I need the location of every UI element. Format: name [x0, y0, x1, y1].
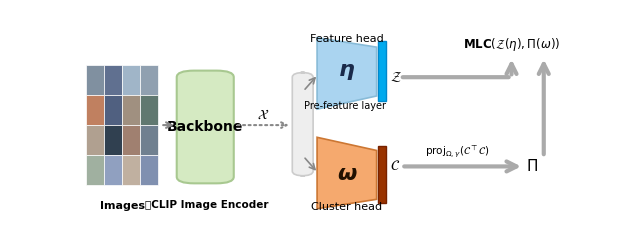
Text: Feature head: Feature head [310, 34, 384, 44]
Bar [86, 95, 104, 125]
Text: Images: Images [100, 201, 145, 211]
Text: Cluster head: Cluster head [311, 203, 383, 213]
Polygon shape [317, 137, 376, 209]
Bar [378, 41, 385, 101]
Bar [86, 125, 104, 155]
Text: $\Pi$: $\Pi$ [526, 158, 538, 174]
Bar [104, 125, 122, 155]
Bar [378, 146, 385, 203]
FancyBboxPatch shape [177, 71, 234, 183]
Bar [104, 65, 122, 95]
Bar [104, 95, 122, 125]
Text: $\mathcal{Z}$: $\mathcal{Z}$ [390, 70, 402, 84]
Text: Backbone: Backbone [167, 120, 243, 134]
Text: $\boldsymbol{\omega}$: $\boldsymbol{\omega}$ [337, 164, 357, 184]
Bar [140, 65, 158, 95]
FancyBboxPatch shape [292, 72, 313, 176]
Bar [122, 155, 140, 185]
Bar [140, 155, 158, 185]
Text: Pre-feature layer: Pre-feature layer [304, 101, 386, 111]
Bar [86, 155, 104, 185]
Text: $\mathcal{X}$: $\mathcal{X}$ [257, 108, 269, 122]
Text: $\boldsymbol{\eta}$: $\boldsymbol{\eta}$ [338, 61, 355, 81]
Bar [140, 125, 158, 155]
Text: $\mathcal{C}$: $\mathcal{C}$ [390, 159, 400, 173]
Text: $\mathrm{proj}_{\Omega,\gamma}(\mathcal{C}^\top\mathcal{C})$: $\mathrm{proj}_{\Omega,\gamma}(\mathcal{… [425, 143, 489, 159]
Bar [86, 65, 104, 95]
Text: $\mathbf{MLC}(\mathcal{Z}(\eta), \Pi(\omega))$: $\mathbf{MLC}(\mathcal{Z}(\eta), \Pi(\om… [463, 36, 560, 53]
Bar [122, 65, 140, 95]
Bar [122, 125, 140, 155]
Text: 🔒CLIP Image Encoder: 🔒CLIP Image Encoder [145, 200, 268, 210]
Bar [140, 95, 158, 125]
Bar [122, 95, 140, 125]
Polygon shape [317, 38, 376, 109]
Bar [104, 155, 122, 185]
